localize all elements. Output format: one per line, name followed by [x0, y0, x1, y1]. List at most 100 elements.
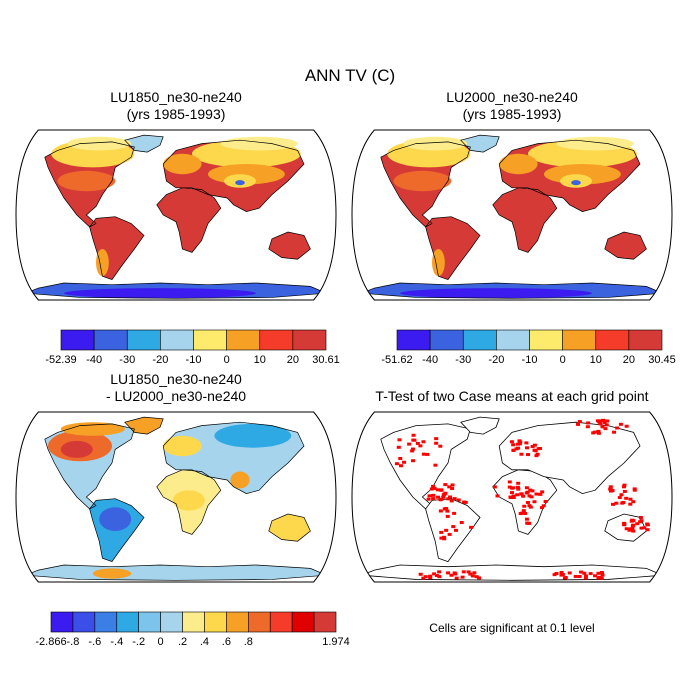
europe-band [499, 153, 538, 175]
colorbar-swatch [160, 611, 183, 633]
significant-cell [624, 527, 629, 531]
colorbar-tick-label: -10 [186, 354, 202, 366]
significant-cell [638, 515, 643, 519]
significant-cell [431, 497, 436, 501]
significant-cell [427, 494, 432, 498]
significant-cell [460, 575, 465, 579]
colorbar: -51.62 -40 -30 -20 -10 0 10 20 30.45 [381, 329, 676, 366]
significant-cell [428, 576, 433, 580]
canada-far-north [403, 136, 468, 151]
coastline-africa [492, 187, 558, 253]
significant-cell [609, 489, 614, 493]
significant-cell [509, 440, 514, 444]
colorbar-min-label: -51.62 [381, 354, 412, 366]
significant-cell [446, 497, 451, 501]
significant-cell [448, 495, 453, 499]
significant-cell [437, 570, 442, 574]
coastline-southAmerica [89, 498, 145, 563]
significant-cell [452, 497, 457, 501]
significant-cell [577, 575, 582, 579]
significant-cell [537, 447, 542, 451]
significant-cell [524, 441, 529, 445]
significant-cell [573, 574, 578, 578]
significant-cell [645, 523, 650, 527]
colorbar-swatch [50, 611, 74, 633]
colorbar-swatch [462, 329, 497, 351]
significant-cell [439, 536, 444, 540]
significant-cell [438, 509, 443, 513]
coastline-africa [156, 469, 222, 535]
significant-cell [635, 522, 640, 526]
significant-cell [418, 572, 423, 576]
significant-cell [527, 521, 532, 525]
significant-cell [582, 571, 587, 575]
map-panel-4: T-Test of two Case means at each grid po… [351, 388, 673, 635]
colorbar-swatch [429, 329, 464, 351]
map-frame [351, 129, 673, 301]
significant-cell [432, 486, 437, 490]
significant-cell [466, 570, 471, 574]
significant-cell [621, 485, 626, 489]
significant-cell [507, 480, 512, 484]
colorbar-swatch [292, 329, 327, 351]
colorbar: -2.866 -.8 -.6 -.4 -.2 0 .2 .4 .6 .8 1.974 [35, 611, 350, 648]
significant-cell [434, 441, 439, 445]
landmass-antarctica [361, 564, 663, 581]
significant-cell [515, 485, 520, 489]
significant-cell [642, 526, 647, 530]
significant-cell [596, 571, 601, 575]
colorbar-swatch [259, 329, 294, 351]
significant-cell [583, 576, 588, 580]
significant-cell [412, 438, 417, 442]
significant-cell [441, 495, 446, 499]
significant-cell [632, 487, 637, 491]
significant-cell [421, 452, 426, 456]
significant-cell [527, 494, 532, 498]
europe-band [163, 153, 202, 175]
significant-cell [559, 570, 564, 574]
significant-cell [442, 535, 447, 539]
significant-cell [596, 431, 601, 435]
antarctic-patch [92, 568, 132, 579]
significant-cell [438, 444, 443, 448]
map-frame [15, 129, 337, 301]
siberia-far-north [556, 136, 634, 151]
significant-cell [588, 572, 593, 576]
significant-cell [524, 491, 529, 495]
significant-cell [445, 514, 450, 518]
significant-cell [396, 445, 401, 449]
significant-cell [509, 491, 514, 495]
significant-cell [530, 489, 535, 493]
significant-cell [591, 431, 596, 435]
siberia-far-north [220, 136, 298, 151]
antarctic-interior [400, 288, 592, 299]
coastline-antarctica [25, 282, 327, 299]
significant-cell [398, 456, 403, 460]
significant-cell [524, 517, 529, 521]
significant-cell [421, 440, 426, 444]
colorbar-max-label: 1.974 [322, 636, 350, 648]
significant-cell [577, 420, 582, 424]
significant-cell [431, 484, 436, 488]
significant-cell [600, 425, 605, 429]
canada-far-north [67, 136, 132, 151]
significant-cell [603, 427, 608, 431]
significant-cell [516, 446, 521, 450]
coastline-australia [604, 231, 647, 260]
significant-cell [398, 464, 403, 468]
significant-cell [534, 492, 539, 496]
significant-cell [433, 463, 438, 467]
significant-cell [624, 496, 629, 500]
significant-cell [601, 418, 606, 422]
significance-note: Cells are significant at 0.1 level [429, 621, 594, 635]
panel-title: LU2000_ne30-ne240 [446, 89, 578, 105]
significant-cell [586, 421, 591, 425]
colorbar-min-label: -2.866 [35, 636, 66, 648]
colorbar-swatch [72, 611, 96, 633]
significant-cell [631, 500, 636, 504]
antarctic-interior [64, 288, 256, 299]
significant-cell [515, 493, 520, 497]
colorbar-swatch [126, 329, 161, 351]
significant-cell [453, 572, 458, 576]
significant-cell [610, 502, 615, 506]
